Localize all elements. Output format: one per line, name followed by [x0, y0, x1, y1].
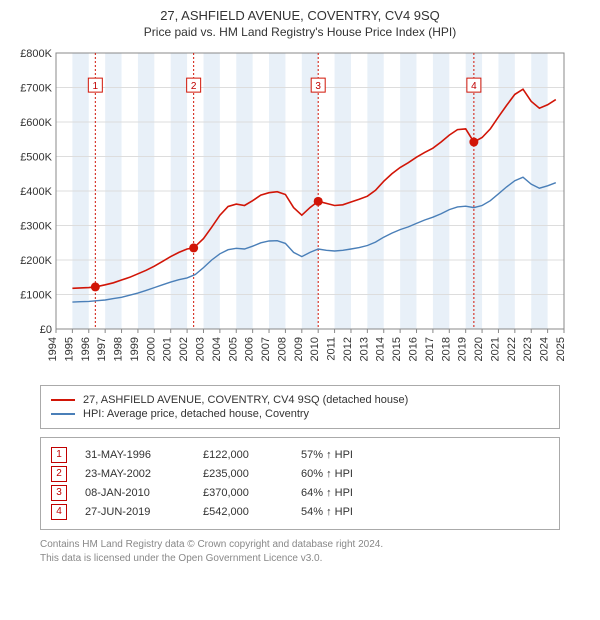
title-address: 27, ASHFIELD AVENUE, COVENTRY, CV4 9SQ: [10, 8, 590, 23]
svg-text:2003: 2003: [194, 337, 206, 361]
svg-text:£0: £0: [40, 324, 52, 336]
svg-text:2024: 2024: [539, 337, 551, 361]
svg-text:1: 1: [93, 81, 99, 92]
svg-text:£300K: £300K: [20, 221, 52, 233]
sales-table: 1 31-MAY-1996 £122,000 57% ↑ HPI 2 23-MAY-200…: [40, 437, 560, 530]
table-row: 2 23-MAY-2002 £235,000 60% ↑ HPI: [51, 466, 549, 482]
sale-hpi-pct: 64% ↑ HPI: [301, 487, 391, 499]
svg-text:1997: 1997: [96, 337, 108, 361]
legend-swatch: [51, 413, 75, 415]
svg-text:2021: 2021: [489, 337, 501, 361]
table-row: 4 27-JUN-2019 £542,000 54% ↑ HPI: [51, 504, 549, 520]
legend-swatch: [51, 399, 75, 401]
svg-text:3: 3: [315, 81, 321, 92]
svg-text:£100K: £100K: [20, 290, 52, 302]
title-subtitle: Price paid vs. HM Land Registry's House …: [10, 25, 590, 39]
sale-hpi-pct: 54% ↑ HPI: [301, 506, 391, 518]
svg-text:2025: 2025: [555, 337, 567, 361]
svg-text:2006: 2006: [244, 337, 256, 361]
sale-price: £542,000: [203, 506, 283, 518]
table-row: 1 31-MAY-1996 £122,000 57% ↑ HPI: [51, 447, 549, 463]
svg-text:£800K: £800K: [20, 48, 52, 60]
svg-text:2: 2: [191, 81, 197, 92]
sale-hpi-pct: 57% ↑ HPI: [301, 449, 391, 461]
sale-marker-number: 1: [51, 447, 67, 463]
svg-text:1999: 1999: [129, 337, 141, 361]
sale-date: 27-JUN-2019: [85, 506, 185, 518]
svg-text:2004: 2004: [211, 337, 223, 361]
svg-text:1996: 1996: [80, 337, 92, 361]
sale-price: £235,000: [203, 468, 283, 480]
svg-text:2018: 2018: [440, 337, 452, 361]
footer: Contains HM Land Registry data © Crown c…: [40, 538, 560, 565]
svg-text:2020: 2020: [473, 337, 485, 361]
svg-text:2007: 2007: [260, 337, 272, 361]
svg-text:£600K: £600K: [20, 117, 52, 129]
svg-text:1994: 1994: [47, 337, 59, 361]
svg-text:2012: 2012: [342, 337, 354, 361]
sale-price: £370,000: [203, 487, 283, 499]
svg-text:2016: 2016: [408, 337, 420, 361]
line-chart-svg: £0 £100K £200K £300K £400K £500K £600K £700K £80…: [10, 47, 570, 377]
svg-text:2008: 2008: [276, 337, 288, 361]
legend-label: 27, ASHFIELD AVENUE, COVENTRY, CV4 9SQ (…: [83, 394, 408, 406]
svg-text:£500K: £500K: [20, 152, 52, 164]
svg-text:2002: 2002: [178, 337, 190, 361]
footer-line-1: Contains HM Land Registry data © Crown c…: [40, 538, 560, 552]
svg-text:2015: 2015: [391, 337, 403, 361]
sale-marker-number: 4: [51, 504, 67, 520]
sale-marker-number: 2: [51, 466, 67, 482]
sale-date: 08-JAN-2010: [85, 487, 185, 499]
svg-text:1995: 1995: [63, 337, 75, 361]
legend-label: HPI: Average price, detached house, Cove…: [83, 408, 309, 420]
svg-text:£700K: £700K: [20, 83, 52, 95]
sale-hpi-pct: 60% ↑ HPI: [301, 468, 391, 480]
svg-text:2017: 2017: [424, 337, 436, 361]
chart-container: 27, ASHFIELD AVENUE, COVENTRY, CV4 9SQ P…: [0, 0, 600, 573]
footer-line-2: This data is licensed under the Open Gov…: [40, 552, 560, 566]
svg-text:1998: 1998: [113, 337, 125, 361]
legend-row: 27, ASHFIELD AVENUE, COVENTRY, CV4 9SQ (…: [51, 394, 549, 406]
svg-text:4: 4: [471, 81, 477, 92]
legend: 27, ASHFIELD AVENUE, COVENTRY, CV4 9SQ (…: [40, 385, 560, 429]
svg-text:2022: 2022: [506, 337, 518, 361]
svg-text:2019: 2019: [457, 337, 469, 361]
svg-text:2005: 2005: [227, 337, 239, 361]
svg-text:2014: 2014: [375, 337, 387, 361]
sale-marker-number: 3: [51, 485, 67, 501]
svg-text:£400K: £400K: [20, 186, 52, 198]
svg-text:2000: 2000: [145, 337, 157, 361]
svg-text:2009: 2009: [293, 337, 305, 361]
svg-text:2023: 2023: [522, 337, 534, 361]
svg-text:2011: 2011: [326, 337, 338, 361]
table-row: 3 08-JAN-2010 £370,000 64% ↑ HPI: [51, 485, 549, 501]
svg-text:2010: 2010: [309, 337, 321, 361]
sale-date: 31-MAY-1996: [85, 449, 185, 461]
svg-text:£200K: £200K: [20, 255, 52, 267]
svg-text:2001: 2001: [162, 337, 174, 361]
chart-area: £0 £100K £200K £300K £400K £500K £600K £700K £80…: [10, 47, 590, 377]
legend-row: HPI: Average price, detached house, Cove…: [51, 408, 549, 420]
sale-price: £122,000: [203, 449, 283, 461]
svg-text:2013: 2013: [358, 337, 370, 361]
sale-date: 23-MAY-2002: [85, 468, 185, 480]
